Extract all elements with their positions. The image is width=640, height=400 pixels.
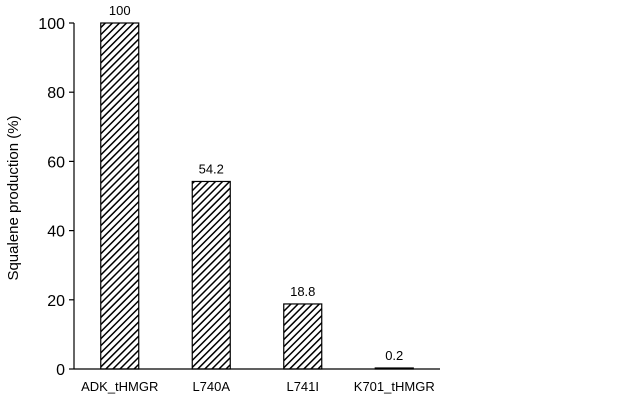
data-label: 100 bbox=[109, 3, 131, 18]
bar-adk-thmgr bbox=[101, 23, 139, 369]
x-category-label: L741I bbox=[286, 379, 319, 394]
data-label: 54.2 bbox=[199, 161, 224, 176]
x-category-label: ADK_tHMGR bbox=[81, 379, 158, 394]
bar-l741i bbox=[284, 304, 322, 369]
bar-l740a bbox=[192, 181, 230, 369]
y-tick-label: 80 bbox=[47, 85, 65, 102]
x-category-label: L740A bbox=[192, 379, 230, 394]
y-axis-title: Squalene production (%) bbox=[5, 115, 22, 280]
category-labels: ADK_tHMGR L740A L741I K701_tHMGR bbox=[81, 379, 435, 394]
x-category-label: K701_tHMGR bbox=[354, 379, 435, 394]
y-tick-label: 60 bbox=[47, 154, 65, 171]
y-tick-label: 100 bbox=[38, 16, 65, 33]
y-tick-label: 20 bbox=[47, 293, 65, 310]
bars bbox=[101, 23, 414, 369]
data-labels: 100 54.2 18.8 0.2 bbox=[109, 3, 403, 363]
data-label: 18.8 bbox=[290, 284, 315, 299]
y-tick-label: 40 bbox=[47, 224, 65, 241]
y-tick-label: 0 bbox=[56, 362, 65, 379]
y-axis-ticks: 0 20 40 60 80 100 bbox=[38, 16, 74, 379]
data-label: 0.2 bbox=[385, 348, 403, 363]
